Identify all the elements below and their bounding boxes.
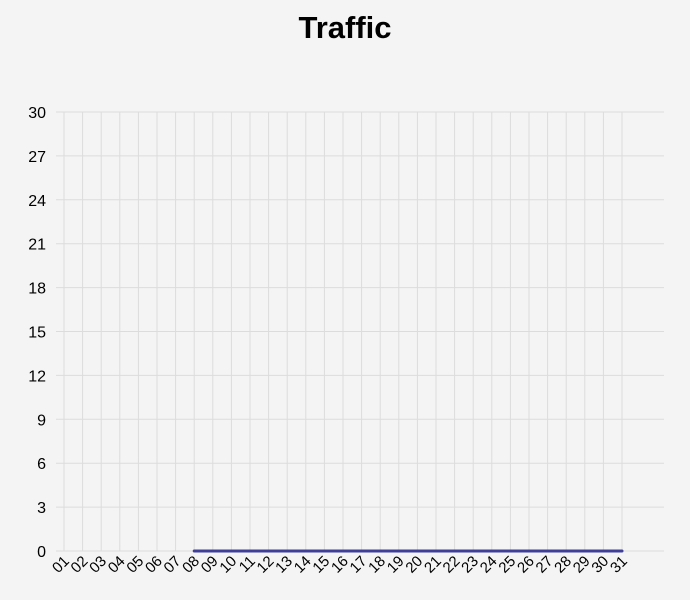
data-point	[434, 549, 438, 553]
data-point	[304, 549, 308, 553]
y-tick-label: 30	[28, 105, 46, 122]
chart-title: Traffic	[298, 10, 392, 45]
data-point	[601, 549, 605, 553]
data-point	[267, 549, 271, 553]
data-point	[229, 549, 233, 553]
y-tick-label: 24	[28, 193, 46, 210]
data-point	[192, 549, 196, 553]
y-tick-label: 6	[37, 456, 46, 473]
data-point	[248, 549, 252, 553]
data-point	[453, 549, 457, 553]
data-point	[360, 549, 364, 553]
data-point	[546, 549, 550, 553]
data-point	[322, 549, 326, 553]
data-point	[415, 549, 419, 553]
y-tick-label: 9	[37, 412, 46, 429]
data-point	[620, 549, 624, 553]
y-tick-label: 3	[37, 500, 46, 517]
data-point	[583, 549, 587, 553]
data-point	[285, 549, 289, 553]
data-point	[397, 549, 401, 553]
y-tick-label: 0	[37, 544, 46, 561]
data-point	[378, 549, 382, 553]
data-point	[564, 549, 568, 553]
data-point	[341, 549, 345, 553]
y-tick-label: 15	[28, 325, 46, 342]
y-tick-label: 27	[28, 149, 46, 166]
x-tick-label: 31	[607, 553, 631, 577]
y-tick-label: 12	[28, 368, 46, 385]
data-point	[471, 549, 475, 553]
data-point	[490, 549, 494, 553]
data-point	[508, 549, 512, 553]
y-tick-label: 18	[28, 281, 46, 298]
y-tick-label: 21	[28, 237, 46, 254]
data-point	[527, 549, 531, 553]
data-point	[211, 549, 215, 553]
